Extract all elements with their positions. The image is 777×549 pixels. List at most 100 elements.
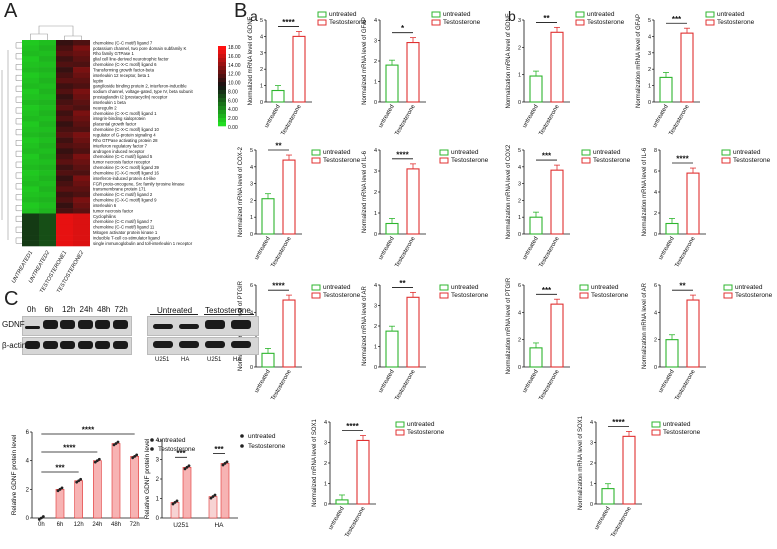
legend-c-time: untreated Testosterone — [150, 437, 196, 453]
x-tick-label: 72h — [130, 522, 140, 528]
y-tick-label: 1 — [518, 73, 521, 79]
heatmap-cell — [56, 137, 73, 144]
legend-swatch-testosterone — [723, 292, 733, 299]
heatmap-cell — [56, 61, 73, 68]
y-tick-label: 0 — [654, 232, 657, 238]
heatmap-cell — [39, 170, 56, 176]
bar-untreated — [385, 330, 399, 368]
heatmap-cell — [39, 94, 56, 100]
significance-label: **** — [346, 422, 359, 431]
heatmap-cell — [22, 110, 39, 117]
data-point — [221, 463, 225, 467]
heatmap-cell — [22, 175, 39, 182]
heatmap-cell — [56, 50, 73, 57]
data-point — [133, 454, 137, 458]
heatmap-cell — [73, 235, 90, 241]
colorbar-segment — [218, 122, 226, 127]
bar-time — [55, 489, 65, 519]
heatmap-cell — [56, 110, 73, 117]
y-tick-label: 5 — [648, 18, 651, 24]
chart-a-gdnf: 0 1 2 3 4 5 Normalized mRNA level of GDNF untre… — [248, 16, 312, 137]
heatmap-cell — [73, 191, 90, 198]
x-tick-label: Testosterone — [270, 368, 293, 401]
data-point — [131, 456, 135, 460]
y-tick-label: 2 — [260, 67, 263, 73]
y-tick-label: 6 — [654, 169, 657, 175]
heatmap-cell — [22, 40, 39, 46]
legend-label-testosterone: Testosterone — [158, 446, 196, 453]
heatmap-cell — [22, 170, 39, 176]
heatmap-cell — [39, 164, 56, 171]
heatmap-cell — [73, 218, 90, 225]
heatmap-cell — [73, 175, 90, 182]
x-tick-label: 0h — [38, 522, 45, 528]
heatmap-cell — [22, 61, 39, 68]
legend-swatch-testosterone — [705, 19, 715, 26]
y-tick-label: 1 — [260, 84, 263, 90]
heatmap-gene-label: chemokine (C-C motif) ligand 2 — [93, 192, 153, 197]
colorbar-tick-label: 14.00 — [228, 63, 241, 69]
heatmap-cell — [22, 105, 39, 111]
heatmap-cell — [73, 143, 90, 149]
y-tick-label: 4 — [654, 310, 657, 316]
blot-group-underline-untreated — [150, 314, 198, 315]
heatmap-cell — [22, 115, 39, 122]
heatmap-cell — [56, 229, 73, 236]
heatmap-cell — [73, 170, 90, 176]
significance-label: **** — [63, 444, 76, 453]
heatmap-cell — [39, 45, 56, 52]
legend-swatch-untreated — [579, 284, 589, 291]
y-tick-label: 6 — [26, 430, 30, 436]
data-point — [171, 502, 175, 506]
legend-label-testosterone: Testosterone — [587, 19, 625, 26]
bar-testosterone — [282, 159, 296, 235]
heatmap-cell — [56, 224, 73, 231]
colorbar-tick-label: 8.00 — [228, 89, 238, 95]
y-tick-label: 5 — [250, 148, 253, 154]
legend-label-testosterone: Testosterone — [451, 292, 489, 299]
y-tick-label: 3 — [518, 18, 521, 24]
legend-c-cells: untreated Testosterone — [240, 433, 286, 450]
legend-label-testosterone: Testosterone — [735, 292, 773, 299]
y-tick-label: 2 — [156, 477, 160, 483]
heatmap-cell — [56, 94, 73, 100]
heatmap-cell — [56, 164, 73, 171]
colorbar-tick-label: 10.00 — [228, 81, 241, 87]
bar-testosterone — [406, 296, 420, 368]
y-tick-label: 2 — [518, 198, 521, 204]
y-axis-label: Normalized mRNA level of IL-6 — [362, 150, 368, 233]
colorbar-tick-label: 18.00 — [228, 45, 241, 51]
blot-band-actin — [231, 341, 251, 348]
y-tick-label: 3 — [648, 51, 651, 57]
legend-swatch-testosterone — [311, 292, 321, 299]
colorbar-segment — [218, 54, 226, 59]
data-point — [135, 453, 139, 457]
heatmap-gene-label: glial cell line-derived neurotrophic fac… — [93, 57, 169, 62]
legend-label-untreated: untreated — [591, 284, 619, 291]
heatmap-cell — [22, 148, 39, 155]
legend-swatch-untreated — [439, 149, 449, 156]
colorbar-segment — [218, 62, 226, 67]
heatmap-cell — [73, 105, 90, 111]
y-tick-label: 1 — [324, 482, 327, 488]
data-point — [39, 516, 43, 520]
legend-label-untreated: untreated — [663, 421, 691, 428]
heatmap-cell — [56, 191, 73, 198]
heatmap-cell — [22, 143, 39, 149]
legend-swatch-testosterone — [575, 19, 585, 26]
legend-label-untreated: untreated — [735, 284, 763, 291]
heatmap-cell — [73, 56, 90, 62]
heatmap-cell — [73, 240, 90, 247]
heatmap-cell — [22, 83, 39, 90]
legend-label-testosterone: Testosterone — [591, 292, 629, 299]
colorbar-segment — [218, 58, 226, 63]
heatmap-gene-label: chemokine (C-X-C motif) ligand 1 — [93, 111, 157, 116]
heatmap-gene-label: interferon-induced protein 44-like — [93, 176, 156, 181]
bar-untreated — [601, 488, 615, 505]
bar-untreated — [385, 222, 399, 235]
data-point — [185, 465, 189, 469]
x-tick-label: untreated — [522, 104, 540, 129]
y-tick-label: 4 — [654, 190, 657, 196]
